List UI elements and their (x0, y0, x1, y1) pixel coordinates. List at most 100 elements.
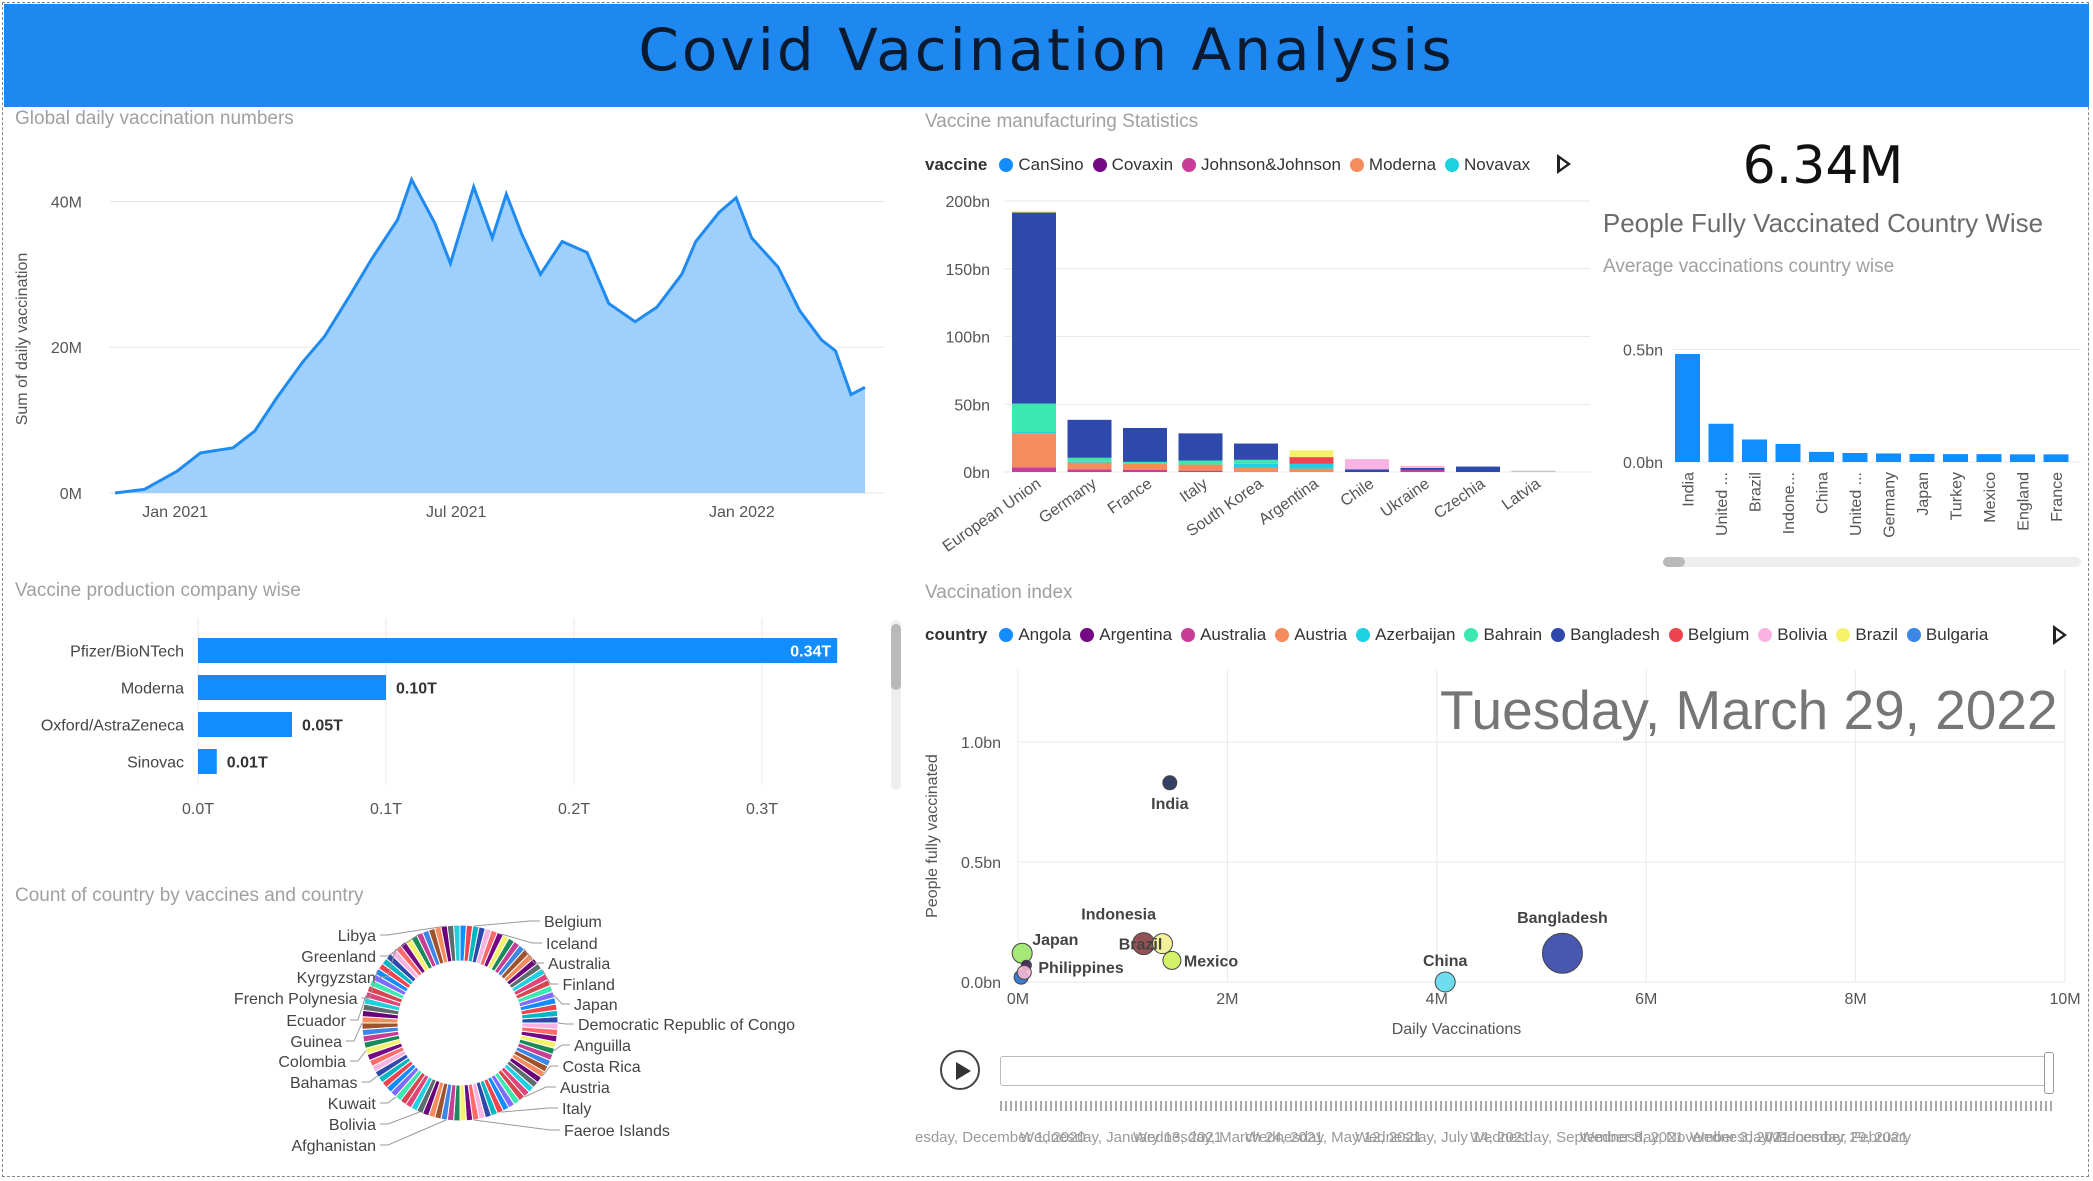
slice-label: Kuwait (328, 1096, 377, 1113)
avg-country-scrollbar[interactable] (1663, 557, 2081, 567)
legend-item[interactable]: Azerbaijan (1356, 625, 1455, 645)
y-tick-label: 50bn (954, 397, 990, 414)
legend-label: Bolivia (1777, 625, 1828, 644)
leader-line (553, 1044, 571, 1052)
play-button[interactable] (940, 1050, 980, 1090)
data-label: 0.05T (302, 718, 343, 735)
legend-item[interactable]: Brazil (1836, 625, 1898, 645)
legend-item[interactable]: Johnson&Johnson (1182, 155, 1341, 175)
y-tick-label: 100bn (946, 330, 991, 347)
x-tick-label: Ukraine (1378, 475, 1433, 521)
bar-segment (1178, 433, 1223, 461)
scatter-point (1016, 964, 1032, 980)
play-axis-date: Tuesday, March 29, 2022 (1440, 679, 2058, 741)
legend-dot (1906, 628, 1921, 642)
leader-line (380, 925, 447, 936)
x-axis-label: Daily Vaccinations (1392, 1021, 1522, 1038)
x-tick-label: 0.0T (182, 801, 214, 818)
legend-label: Bulgaria (1925, 625, 1989, 644)
avg-country-scrollbar-thumb[interactable] (1663, 557, 1685, 567)
bar-segment (1123, 461, 1167, 464)
legend-item[interactable]: Argentina (1080, 625, 1172, 645)
bar-segment (1178, 464, 1223, 471)
scatter-point (1151, 933, 1173, 955)
x-tick-label: Japan (1915, 472, 1932, 516)
legend-item[interactable]: Moderna (1349, 155, 1436, 175)
x-tick-label: 8M (1844, 991, 1866, 1008)
point-label: India (1151, 796, 1188, 813)
legend-label: Argentina (1099, 625, 1173, 644)
legend-item[interactable]: Belgium (1668, 625, 1750, 645)
bar-segment (1234, 463, 1278, 468)
bar-segment (1123, 463, 1167, 470)
bar (1708, 423, 1734, 462)
bar-segment (1234, 467, 1278, 472)
leader-line (380, 1119, 447, 1146)
x-tick-label: 0.1T (370, 801, 402, 818)
production-scrollbar-thumb[interactable] (891, 624, 901, 690)
y-tick-label: 20M (51, 340, 82, 357)
leader-line (349, 1050, 367, 1062)
scatter-point (1434, 971, 1456, 993)
legend-item[interactable]: Covaxin (1092, 155, 1173, 175)
leader-line (380, 933, 420, 957)
x-tick-label: 0M (1007, 991, 1029, 1008)
scatter-point (1162, 950, 1182, 970)
bar (1943, 454, 1968, 462)
y-tick-label: Oxford/AstraZeneca (41, 718, 184, 735)
slice-label: Libya (338, 928, 376, 945)
leader-line (523, 948, 544, 964)
point-label: Mexico (1184, 953, 1238, 970)
bar-segment (1289, 457, 1334, 464)
legend-dot (1758, 628, 1773, 642)
legend-item[interactable]: Australia (1181, 625, 1266, 645)
leader-line (473, 920, 540, 927)
x-tick-label: Germany (1882, 472, 1899, 538)
bar-segment (1178, 460, 1223, 465)
legend-item[interactable]: Bolivia (1758, 625, 1827, 645)
bar-segment (1234, 459, 1278, 464)
x-tick-label: Jul 2021 (426, 504, 487, 521)
bar-segment (1289, 463, 1334, 469)
legend-next-arrow-icon[interactable] (2053, 625, 2067, 645)
x-tick-label: England (2016, 472, 2033, 531)
legend-item[interactable]: Austria (1275, 625, 1347, 645)
slice-label: Democratic Republic of Congo (578, 1017, 795, 1034)
bar (198, 712, 292, 737)
timeline-label: esday, December 1, 2020 (915, 1129, 1086, 1146)
x-tick-label: Czechia (1431, 475, 1488, 522)
y-tick-label: 200bn (946, 194, 991, 211)
legend-title: vaccine (925, 155, 988, 174)
production-scrollbar[interactable] (891, 620, 901, 790)
legend-item[interactable]: CanSino (999, 155, 1084, 175)
global-daily-title: Global daily vaccination numbers (15, 108, 294, 129)
slice-label: Guinea (290, 1034, 342, 1051)
x-tick-label: 6M (1635, 991, 1657, 1008)
country-donut-chart: Belgium Iceland Australia Finland Japan Democ… (234, 914, 795, 1155)
leader-line (379, 1096, 397, 1104)
legend-item[interactable]: Angola (999, 625, 1071, 645)
legend-label: Angola (1018, 625, 1072, 644)
timeline-slider-handle[interactable] (2044, 1052, 2054, 1094)
legend-item[interactable]: Bangladesh (1551, 625, 1660, 645)
legend-item[interactable]: Bulgaria (1906, 625, 1989, 645)
x-tick-label: Turkey (1949, 472, 1966, 520)
bar-segment (1067, 461, 1112, 463)
legend-item[interactable]: Novavax (1445, 155, 1530, 175)
legend-next-arrow-icon[interactable] (1557, 154, 1571, 174)
timeline-label: Wednesday, January 13, 2021 (1020, 1129, 1222, 1146)
legend-item[interactable]: Bahrain (1464, 625, 1542, 645)
slice-label: Greenland (301, 949, 376, 966)
bar-segment (1511, 470, 1556, 472)
bar-segment (1400, 467, 1445, 470)
bar (198, 675, 386, 700)
legend-label: Brazil (1855, 625, 1898, 644)
timeline-slider[interactable] (1000, 1056, 2052, 1086)
x-tick-label: 4M (1426, 991, 1448, 1008)
legend-label: Belgium (1687, 625, 1750, 644)
leader-line (557, 1022, 574, 1025)
legend-dot (1182, 158, 1197, 172)
x-tick-label: 2M (1216, 991, 1238, 1008)
leader-line (346, 1022, 363, 1042)
timeline-label: Wednesday, September 8, 2021 (1470, 1129, 1684, 1146)
